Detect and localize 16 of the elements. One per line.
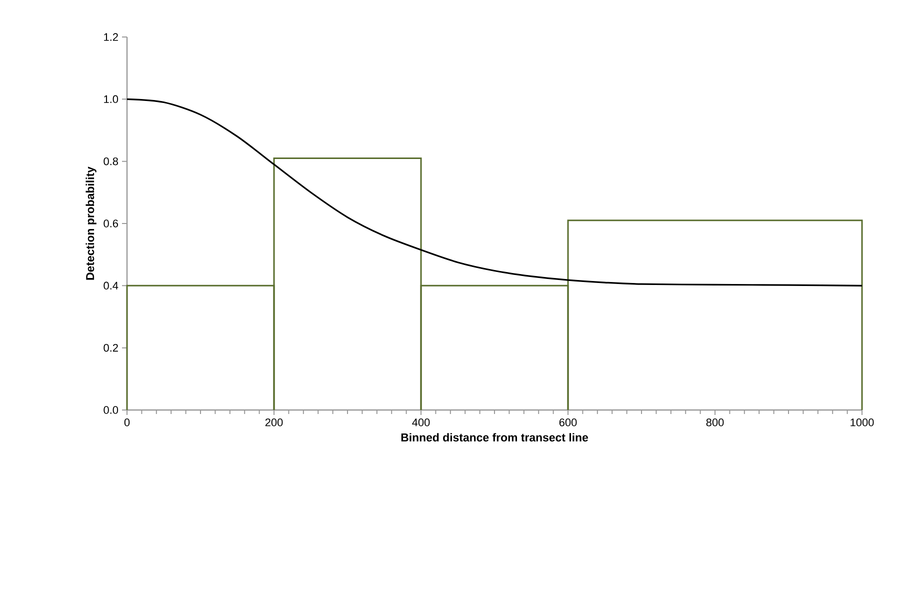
x-tick-label: 0: [124, 418, 130, 426]
y-tick-label: 1.0: [104, 95, 118, 104]
x-tick-label: 200: [265, 418, 283, 426]
x-tick-label: 1000: [850, 418, 874, 426]
y-tick-label: 1.2: [104, 33, 118, 41]
y-tick-label: 0.2: [104, 344, 118, 352]
x-tick-label: 400: [412, 418, 430, 426]
y-axis-title: Detection probability: [86, 166, 96, 280]
y-tick-label: 0.8: [104, 157, 118, 166]
y-tick-label: 0.0: [104, 406, 118, 414]
line-series: [126, 98, 863, 286]
y-tick-label: 0.4: [104, 282, 118, 290]
y-tick-label: 0.6: [104, 220, 118, 228]
x-tick-label: 600: [559, 418, 577, 426]
x-axis-title: Binned distance from transect line: [401, 433, 588, 442]
x-tick-label: 800: [706, 418, 724, 426]
